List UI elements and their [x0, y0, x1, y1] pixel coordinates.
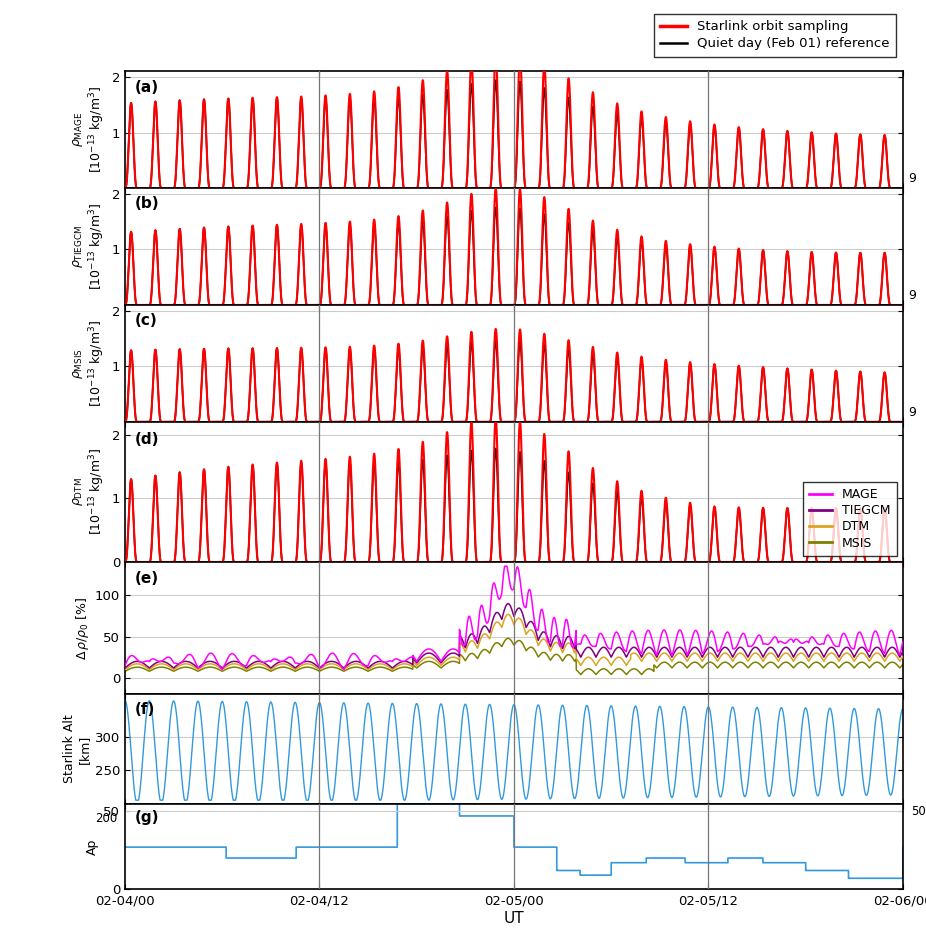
Text: 9: 9: [908, 406, 917, 419]
Legend: Starlink orbit sampling, Quiet day (Feb 01) reference: Starlink orbit sampling, Quiet day (Feb …: [654, 13, 896, 57]
Text: 200: 200: [95, 812, 118, 825]
Text: (b): (b): [134, 196, 159, 211]
Text: (e): (e): [134, 572, 158, 587]
Text: (c): (c): [134, 313, 157, 328]
Text: (f): (f): [134, 702, 155, 717]
Y-axis label: $\rho_{\mathrm{MSIS}}$
$[10^{-13}$ kg/m$^3]$: $\rho_{\mathrm{MSIS}}$ $[10^{-13}$ kg/m$…: [71, 320, 107, 407]
Text: (d): (d): [134, 432, 159, 447]
Y-axis label: Ap: Ap: [86, 838, 99, 855]
Y-axis label: $\rho_{\mathrm{TIEGCM}}$
$[10^{-13}$ kg/m$^3]$: $\rho_{\mathrm{TIEGCM}}$ $[10^{-13}$ kg/…: [71, 203, 107, 290]
Y-axis label: Starlink Alt
[km]: Starlink Alt [km]: [63, 714, 91, 784]
Text: 50: 50: [910, 805, 925, 818]
Text: 9: 9: [908, 289, 917, 302]
Legend: MAGE, TIEGCM, DTM, MSIS: MAGE, TIEGCM, DTM, MSIS: [803, 482, 896, 555]
Y-axis label: $\rho_{\mathrm{DTM}}$
$[10^{-13}$ kg/m$^3]$: $\rho_{\mathrm{DTM}}$ $[10^{-13}$ kg/m$^…: [71, 448, 107, 535]
Text: 9: 9: [908, 172, 917, 185]
Y-axis label: $\rho_{\mathrm{MAGE}}$
$[10^{-13}$ kg/m$^3]$: $\rho_{\mathrm{MAGE}}$ $[10^{-13}$ kg/m$…: [71, 87, 107, 173]
Text: (g): (g): [134, 809, 159, 825]
Text: (a): (a): [134, 80, 158, 94]
Y-axis label: $\Delta\,\rho/\rho_0$ [%]: $\Delta\,\rho/\rho_0$ [%]: [74, 596, 91, 660]
X-axis label: UT: UT: [504, 911, 524, 926]
